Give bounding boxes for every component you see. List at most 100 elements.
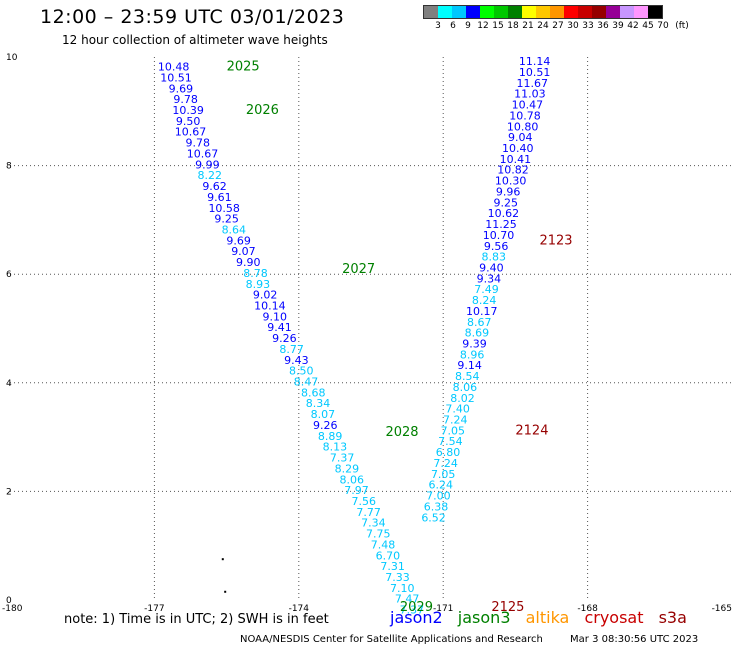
swh-value: 8.78 <box>243 267 268 280</box>
swh-value: 6.24 <box>429 479 454 492</box>
swh-value: 8.06 <box>339 473 364 486</box>
swh-value: 7.48 <box>371 538 396 551</box>
scale-cell <box>438 6 452 18</box>
swh-value: 8.69 <box>465 327 490 340</box>
swh-value: 7.31 <box>380 560 405 573</box>
swh-value: 9.40 <box>479 261 504 274</box>
swh-value: 10.82 <box>497 164 529 177</box>
swh-value: 7.00 <box>426 490 451 503</box>
swh-value: 6.80 <box>436 446 461 459</box>
swh-value: 9.39 <box>462 338 487 351</box>
swh-value: 10.70 <box>483 229 515 242</box>
swh-value: 9.43 <box>284 354 309 367</box>
scale-cell <box>480 6 494 18</box>
swh-value: 7.40 <box>445 403 470 416</box>
swh-value: 7.97 <box>344 484 369 497</box>
swh-value: 9.99 <box>195 158 220 171</box>
swh-value: 8.22 <box>198 169 223 182</box>
x-tick-label: -171 <box>433 604 453 614</box>
swh-value: 7.56 <box>352 495 377 508</box>
scale-cell <box>424 6 438 18</box>
scale-cell <box>508 6 522 18</box>
swh-value: 11.03 <box>514 88 546 101</box>
satellite-cryosat-label: cryosat <box>584 608 644 627</box>
swh-value: 8.50 <box>289 365 314 378</box>
scale-label: 6 <box>450 21 456 31</box>
swh-value: 10.30 <box>495 175 527 188</box>
swh-value: 10.39 <box>172 104 204 117</box>
swh-value: 8.67 <box>467 316 492 329</box>
x-tick-label: -174 <box>289 604 310 614</box>
swh-value: 10.58 <box>208 202 240 215</box>
swh-value: 9.14 <box>457 359 482 372</box>
pass-time-label: 2026 <box>246 103 279 118</box>
scale-label: 39 <box>612 21 624 31</box>
swh-value: 7.05 <box>431 468 456 481</box>
pass-time-label: 2028 <box>385 425 418 440</box>
swh-value: 9.10 <box>262 310 287 323</box>
swh-value: 8.24 <box>472 294 497 307</box>
swh-value: 10.67 <box>175 126 207 139</box>
scale-label: 21 <box>522 21 534 31</box>
swh-value: 9.78 <box>185 137 210 150</box>
swh-value: 8.29 <box>335 462 360 475</box>
color-scale-cells <box>423 5 663 19</box>
pass-time-label: 2025 <box>227 60 260 75</box>
scale-label: 45 <box>642 21 654 31</box>
swh-value: 7.10 <box>390 582 415 595</box>
pass-time-label: 2125 <box>491 600 524 615</box>
swh-value: 9.90 <box>236 256 261 269</box>
swh-value: 8.54 <box>455 370 480 383</box>
pass-time-label: 2123 <box>539 233 572 248</box>
y-tick-label: 4 <box>6 379 12 389</box>
scale-label: 36 <box>597 21 609 31</box>
scale-cell <box>564 6 578 18</box>
scale-cell <box>466 6 480 18</box>
chart-title: 12:00 – 23:59 UTC 03/01/2023 <box>40 6 345 28</box>
swh-value: 8.89 <box>318 430 343 443</box>
swh-value: 10.14 <box>254 299 286 312</box>
x-tick-label: -180 <box>2 604 23 614</box>
swh-value: 9.04 <box>508 131 533 144</box>
swh-value: 9.07 <box>231 245 256 258</box>
swh-value: 10.17 <box>466 305 498 318</box>
credit-text: NOAA/NESDIS Center for Satellite Applica… <box>240 634 543 645</box>
scale-cell <box>620 6 634 18</box>
swh-value: 9.61 <box>207 191 232 204</box>
scale-cell <box>578 6 592 18</box>
y-tick-label: 6 <box>6 270 12 280</box>
scale-cell <box>634 6 648 18</box>
x-tick-label: -168 <box>577 604 598 614</box>
x-tick-label: -177 <box>144 604 164 614</box>
swh-value: 11.67 <box>516 77 548 90</box>
y-tick-label: 0 <box>6 596 12 606</box>
swh-value: 8.47 <box>294 376 319 389</box>
swh-value: 9.78 <box>173 93 198 106</box>
swh-value: 9.62 <box>202 180 227 193</box>
y-tick-label: 10 <box>6 53 18 63</box>
pass-time-label: 2124 <box>515 423 548 438</box>
chart-subtitle: 12 hour collection of altimeter wave hei… <box>62 33 328 47</box>
swh-value: 8.77 <box>279 343 304 356</box>
swh-value: 9.69 <box>226 234 251 247</box>
scale-cell <box>452 6 466 18</box>
scale-cell <box>592 6 606 18</box>
swh-value: 10.40 <box>502 142 534 155</box>
swh-value: 7.24 <box>433 457 458 470</box>
scale-label: 9 <box>465 21 471 31</box>
satellite-jason2-label: jason2 <box>390 608 443 627</box>
scale-cell <box>522 6 536 18</box>
scale-cell <box>550 6 564 18</box>
scale-label: 24 <box>537 21 549 31</box>
swh-value: 6.52 <box>421 511 446 524</box>
swh-value: 7.34 <box>361 517 386 530</box>
scale-label: 70 <box>657 21 669 31</box>
swh-value: 10.51 <box>519 66 551 79</box>
scale-label: 3 <box>435 21 441 31</box>
swh-value: 9.34 <box>477 272 502 285</box>
swh-value: 7.37 <box>330 452 355 465</box>
swh-value: 9.69 <box>169 82 194 95</box>
pass-time-label: 2029 <box>400 600 433 615</box>
swh-value: 6.70 <box>376 549 401 562</box>
swh-value: 8.07 <box>311 408 336 421</box>
